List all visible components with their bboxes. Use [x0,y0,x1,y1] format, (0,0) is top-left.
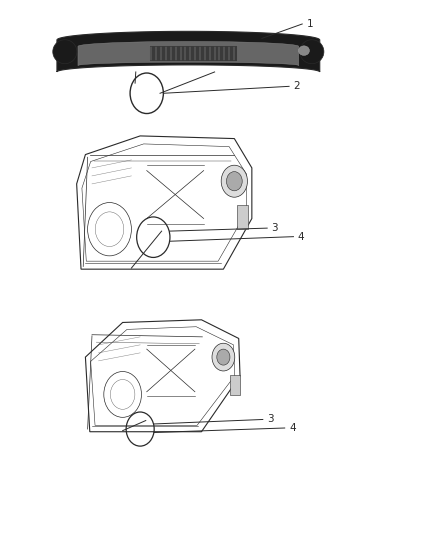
Text: 4: 4 [289,423,296,433]
Circle shape [217,349,230,365]
Circle shape [226,172,242,191]
Ellipse shape [298,46,309,55]
Ellipse shape [300,39,324,63]
Text: 2: 2 [293,82,300,91]
Bar [230,375,240,395]
Text: 1: 1 [307,19,313,29]
Bar [149,45,237,61]
Ellipse shape [53,39,77,63]
Text: 3: 3 [267,415,274,424]
Polygon shape [57,31,320,72]
Text: 3: 3 [272,223,278,233]
Text: 4: 4 [298,232,304,241]
Bar [237,205,248,229]
Circle shape [221,165,247,197]
Circle shape [212,343,235,371]
Polygon shape [78,42,299,66]
